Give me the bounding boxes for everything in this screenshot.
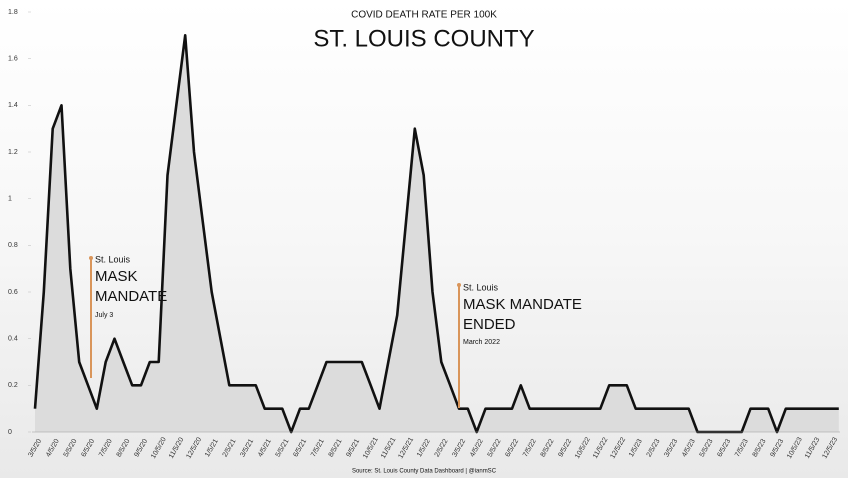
chart-title: COVID DEATH RATE PER 100K: [351, 10, 497, 21]
y-tick-label: 0: [8, 429, 12, 436]
y-tick-label: 0.4: [8, 336, 18, 343]
annotation-text: MANDATE: [95, 288, 167, 305]
annotation-text: March 2022: [463, 339, 500, 346]
annotation-text: MASK: [95, 268, 138, 285]
annotation-text: ENDED: [463, 316, 516, 333]
y-tick-label: 1.6: [8, 56, 18, 63]
annotation-text: St. Louis: [95, 254, 131, 264]
y-tick-label: 0.2: [8, 382, 18, 389]
area: [35, 35, 839, 433]
y-tick-label: 1.8: [8, 9, 18, 16]
annotation-text: St. Louis: [463, 282, 499, 292]
chart-subtitle: ST. LOUIS COUNTY: [313, 25, 534, 52]
y-tick-label: 1.2: [8, 149, 18, 156]
y-tick-label: 1: [8, 196, 12, 203]
y-tick-label: 1.4: [8, 102, 18, 109]
annotation-text: MASK MANDATE: [463, 296, 582, 313]
y-tick-label: 0.8: [8, 242, 18, 249]
annotation-dot: [457, 283, 461, 287]
source-note: Source: St. Louis County Data Dashboard …: [352, 469, 497, 475]
y-tick-label: 0.6: [8, 289, 18, 296]
annotation-dot: [89, 256, 93, 260]
annotation-text: July 3: [95, 312, 113, 319]
